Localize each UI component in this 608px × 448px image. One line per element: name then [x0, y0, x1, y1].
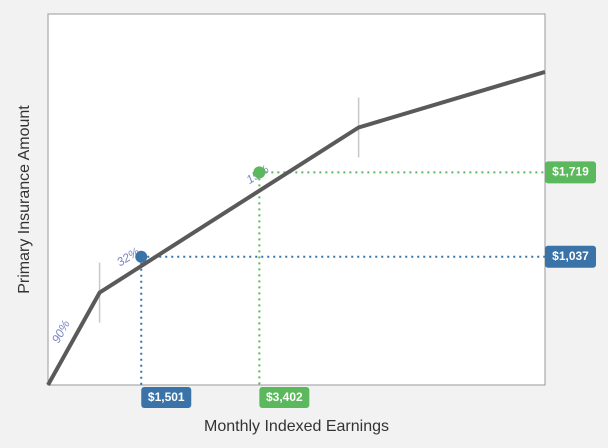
value-badges: $1,501 $1,037 $3,402 $1,719 [141, 161, 596, 408]
marker-guides [140, 171, 545, 385]
markers [135, 166, 266, 263]
marker-1-x-badge-text: $1,501 [148, 390, 185, 404]
plot-area [47, 13, 546, 386]
marker-2-point [253, 166, 266, 179]
marker-1-x-badge: $1,501 [141, 387, 192, 408]
marker-2-x-badge: $3,402 [259, 387, 310, 408]
marker-1-y-badge: $1,037 [545, 245, 596, 268]
marker-1-x-badge-bg [141, 387, 192, 408]
marker-1-y-badge-bg [545, 245, 596, 268]
marker-1-point [135, 250, 148, 263]
marker-2-x-badge-text: $3,402 [266, 390, 303, 404]
marker-2-y-badge-bg [545, 161, 596, 184]
marker-2-y-badge-text: $1,719 [552, 165, 589, 179]
marker-2-x-badge-bg [259, 387, 310, 408]
marker-2-y-badge: $1,719 [545, 161, 596, 184]
y-axis-label: Primary Insurance Amount [16, 105, 33, 294]
x-axis-label: Monthly Indexed Earnings [204, 418, 389, 435]
pia-series-line [46, 69, 546, 386]
marker-1-y-badge-text: $1,037 [552, 249, 589, 263]
